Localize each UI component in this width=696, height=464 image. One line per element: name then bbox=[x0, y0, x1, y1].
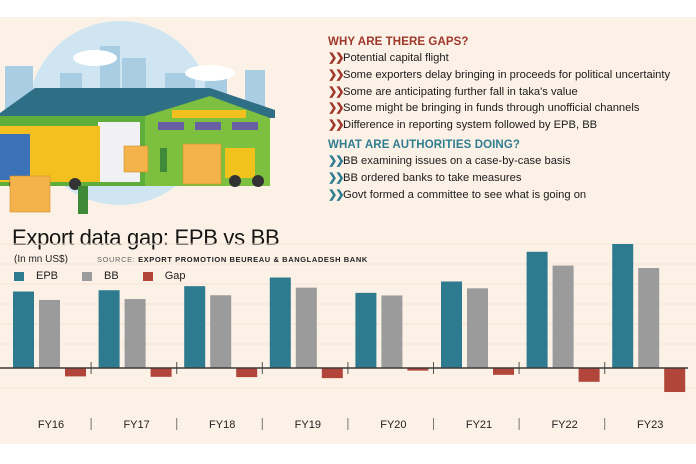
list-item: ❯❯Potential capital flight bbox=[328, 50, 696, 67]
bar-gap-fy20 bbox=[407, 368, 429, 371]
x-tick-label: FY16 bbox=[38, 419, 64, 431]
bar-bb-fy19 bbox=[295, 287, 317, 368]
sign-board bbox=[172, 110, 246, 118]
bar-epb-fy16 bbox=[13, 291, 34, 368]
cargo-boxes bbox=[9, 143, 222, 213]
bar-gap-fy19 bbox=[321, 368, 343, 379]
bar-bb-fy22 bbox=[552, 265, 574, 368]
x-tick-label: FY21 bbox=[466, 419, 492, 431]
bar-epb-fy20 bbox=[355, 292, 377, 368]
x-tick-label: FY19 bbox=[295, 419, 321, 431]
bar-bb-fy23 bbox=[638, 268, 660, 368]
legend-item-bb: BB bbox=[82, 270, 119, 282]
forklift bbox=[225, 148, 255, 178]
bar-gap-fy18 bbox=[236, 368, 258, 378]
list-item: ❯❯Some are anticipating further fall in … bbox=[328, 84, 696, 101]
cloud bbox=[73, 50, 117, 66]
bar-bb-fy16 bbox=[39, 299, 60, 368]
double-chevron-right-icon: ❯❯ bbox=[328, 154, 344, 167]
bar-bb-fy21 bbox=[467, 288, 488, 368]
cloud bbox=[185, 65, 235, 81]
bar-bb-fy18 bbox=[210, 295, 232, 368]
list-item: ❯❯BB examining issues on a case-by-case … bbox=[328, 153, 696, 170]
legend-swatch-gap bbox=[142, 271, 153, 281]
x-tick-label: FY22 bbox=[551, 419, 577, 431]
bar-epb-fy18 bbox=[184, 286, 206, 368]
x-tick-label: FY23 bbox=[637, 419, 663, 431]
bar-gap-fy17 bbox=[150, 368, 172, 377]
double-chevron-right-icon: ❯❯ bbox=[328, 171, 344, 184]
list-item: ❯❯BB ordered banks to take measures bbox=[328, 170, 696, 187]
bar-gap-fy16 bbox=[65, 368, 86, 377]
double-chevron-right-icon: ❯❯ bbox=[328, 52, 344, 64]
legend-label-bb: BB bbox=[104, 270, 119, 282]
bar-epb-fy22 bbox=[526, 251, 548, 368]
list-item: ❯❯Some exporters delay bringing in proce… bbox=[328, 67, 696, 84]
double-chevron-right-icon: ❯❯ bbox=[328, 102, 344, 115]
list-item: ❯❯Govt formed a committee to see what is… bbox=[328, 187, 696, 204]
source-note: SOURCE: EXPORT PROMOTION BEUREAU & BANGL… bbox=[97, 255, 368, 264]
bar-gap-fy22 bbox=[578, 368, 600, 382]
wheel bbox=[229, 175, 241, 187]
legend-swatch-bb bbox=[82, 271, 93, 281]
worker bbox=[160, 148, 167, 172]
unit-label: (In mn US$) bbox=[14, 254, 68, 265]
why-gaps-heading: WHY ARE THERE GAPS? bbox=[328, 36, 469, 48]
bar-bb-fy17 bbox=[124, 299, 146, 368]
bar-epb-fy23 bbox=[612, 244, 634, 368]
list-item: ❯❯Some might be bringing in funds throug… bbox=[328, 100, 696, 117]
authorities-list: ❯❯BB examining issues on a case-by-case … bbox=[328, 153, 696, 203]
chart-title: Export data gap: EPB vs BB bbox=[12, 225, 280, 250]
authorities-heading: WHAT ARE AUTHORITIES DOING? bbox=[328, 138, 521, 151]
legend-item-gap: Gap bbox=[142, 270, 186, 282]
double-chevron-right-icon: ❯❯ bbox=[328, 188, 344, 201]
warehouse-illustration bbox=[0, 21, 275, 214]
legend-swatch-epb bbox=[14, 271, 24, 281]
windows bbox=[158, 122, 258, 130]
legend: EPB BB Gap bbox=[14, 270, 210, 282]
legend-label-gap: Gap bbox=[164, 270, 186, 282]
x-tick-label: FY17 bbox=[123, 419, 149, 431]
truck-cab bbox=[0, 134, 30, 180]
x-tick-label: FY18 bbox=[209, 419, 235, 431]
bar-bb-fy20 bbox=[381, 295, 403, 368]
double-chevron-right-icon: ❯❯ bbox=[328, 119, 344, 132]
bar-epb-fy17 bbox=[98, 290, 120, 368]
source-text: EXPORT PROMOTION BEUREAU & BANGLADESH BA… bbox=[138, 255, 368, 264]
info-box: WHY ARE THERE GAPS? ❯❯Potential capital … bbox=[328, 36, 696, 203]
worker bbox=[78, 186, 88, 214]
x-tick-label: FY20 bbox=[380, 419, 406, 431]
wheel bbox=[252, 175, 264, 187]
legend-item-epb: EPB bbox=[14, 270, 58, 282]
list-item: ❯❯Difference in reporting system followe… bbox=[328, 117, 696, 134]
legend-label-epb: EPB bbox=[36, 270, 59, 282]
bar-gap-fy23 bbox=[664, 368, 686, 393]
bar-epb-fy19 bbox=[269, 277, 291, 368]
bar-epb-fy21 bbox=[441, 281, 462, 368]
double-chevron-right-icon: ❯❯ bbox=[328, 68, 344, 81]
bar-gap-fy21 bbox=[493, 368, 514, 375]
source-label: SOURCE: bbox=[97, 255, 136, 264]
why-gaps-list: ❯❯Potential capital flight ❯❯Some export… bbox=[328, 50, 696, 134]
double-chevron-right-icon: ❯❯ bbox=[328, 85, 344, 98]
